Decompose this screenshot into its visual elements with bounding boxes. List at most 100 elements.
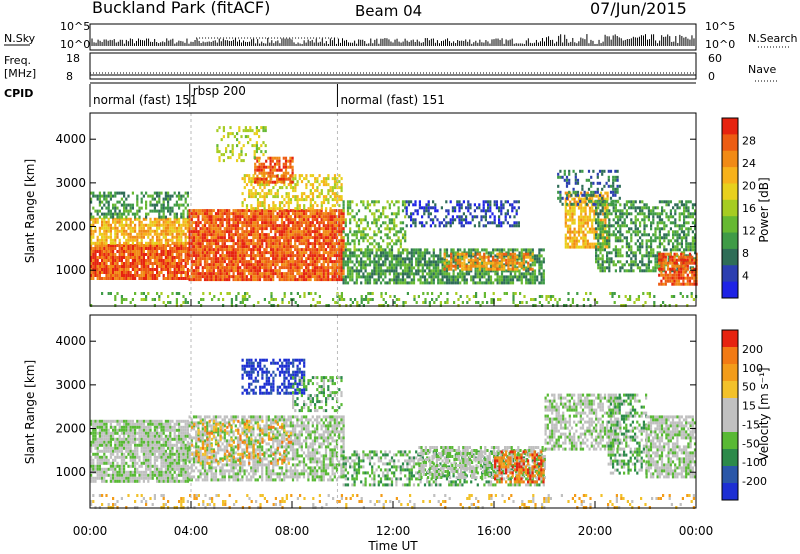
heatmap-cell [338, 198, 341, 202]
heatmap-cell [276, 156, 279, 160]
heatmap-cell [197, 248, 200, 252]
heatmap-cell [134, 274, 137, 277]
heatmap-cell [158, 209, 161, 213]
heatmap-cell [223, 266, 226, 270]
heatmap-cell [116, 256, 119, 259]
heatmap-cell [180, 253, 183, 256]
heatmap-cell [206, 212, 209, 216]
heatmap-cell [107, 229, 110, 233]
heatmap-cell [309, 230, 312, 234]
heatmap-cell [417, 260, 420, 264]
heatmap-cell [116, 277, 119, 280]
heatmap-cell [272, 221, 275, 225]
heatmap-cell [575, 239, 578, 243]
heatmap-cell [287, 236, 290, 240]
heatmap-cell [311, 215, 314, 219]
heatmap-cell [90, 226, 93, 230]
heatmap-cell [127, 250, 130, 253]
heatmap-cell [487, 281, 490, 285]
heatmap-cell [500, 221, 503, 225]
heatmap-cell [241, 260, 244, 264]
heatmap-cell [192, 269, 196, 273]
heatmap-cell [331, 177, 334, 181]
heatmap-cell [186, 223, 189, 227]
heatmap-cell [259, 186, 262, 190]
heatmap-cell [485, 281, 488, 285]
heatmap-cell [406, 254, 409, 258]
heatmap-cell [171, 220, 174, 224]
heatmap-cell [515, 221, 518, 225]
heatmap-cell [404, 257, 407, 261]
heatmap-cell [573, 242, 576, 246]
heatmap-cell [241, 230, 244, 234]
heatmap-cell [318, 227, 321, 231]
heatmap-cell [171, 232, 174, 236]
heatmap-cell [164, 197, 167, 201]
heatmap-cell [195, 245, 198, 249]
heatmap-cell [377, 227, 380, 231]
heatmap-cell [324, 227, 328, 231]
heatmap-cell [373, 203, 376, 207]
heatmap-cell [408, 260, 411, 264]
heatmap-cell [269, 278, 273, 282]
heatmap-cell [318, 251, 321, 255]
heatmap-cell [344, 245, 347, 249]
heatmap-cell [210, 227, 213, 231]
heatmap-cell [494, 258, 497, 262]
heatmap-cell [291, 245, 295, 249]
heatmap-cell [169, 265, 172, 268]
heatmap-cell [203, 260, 207, 264]
heatmap-cell [249, 126, 252, 130]
heatmap-cell [219, 254, 222, 258]
heatmap-cell [382, 212, 385, 216]
heatmap-cell [305, 198, 308, 202]
heatmap-cell [109, 259, 112, 262]
heatmap-cell [591, 197, 594, 201]
heatmap-cell [197, 260, 200, 264]
heatmap-cell [346, 257, 350, 261]
heatmap-cell [225, 278, 229, 282]
heatmap-cell [533, 281, 537, 285]
heatmap-cell [305, 251, 308, 255]
heatmap-cell [327, 221, 330, 225]
heatmap-cell [214, 248, 218, 252]
heatmap-cell [228, 227, 231, 231]
heatmap-cell [156, 194, 159, 198]
heatmap-cell [474, 248, 477, 252]
heatmap-cell [588, 230, 592, 234]
heatmap-cell [182, 229, 185, 233]
heatmap-cell [320, 278, 323, 282]
heatmap-cell [271, 174, 274, 178]
heatmap-cell [109, 215, 112, 219]
heatmap-cell [357, 260, 361, 264]
heatmap-cell [419, 260, 422, 264]
heatmap-cell [188, 254, 191, 258]
heatmap-cell [116, 191, 119, 195]
heatmap-cell [493, 200, 496, 204]
heatmap-cell [162, 262, 165, 265]
heatmap-cell [197, 278, 200, 282]
heatmap-cell [243, 272, 246, 276]
heatmap-cell [450, 281, 453, 285]
heatmap-cell [507, 269, 510, 273]
heatmap-cell [298, 278, 301, 282]
heatmap-cell [509, 254, 512, 258]
heatmap-cell [386, 200, 389, 204]
heatmap-cell [375, 209, 378, 213]
heatmap-cell [239, 254, 242, 258]
heatmap-cell [353, 263, 356, 267]
heatmap-cell [278, 260, 281, 264]
heatmap-cell [140, 200, 143, 204]
heatmap-cell [410, 260, 413, 264]
heatmap-cell [300, 275, 303, 279]
heatmap-cell [305, 245, 308, 249]
heatmap-cell [298, 224, 301, 228]
heatmap-cell [405, 209, 408, 213]
heatmap-cell [125, 259, 128, 262]
heatmap-cell [206, 272, 209, 276]
heatmap-cell [169, 209, 172, 213]
heatmap-cell [180, 203, 183, 207]
heatmap-cell [322, 266, 325, 270]
heatmap-cell [169, 212, 172, 216]
heatmap-cell [333, 230, 336, 234]
